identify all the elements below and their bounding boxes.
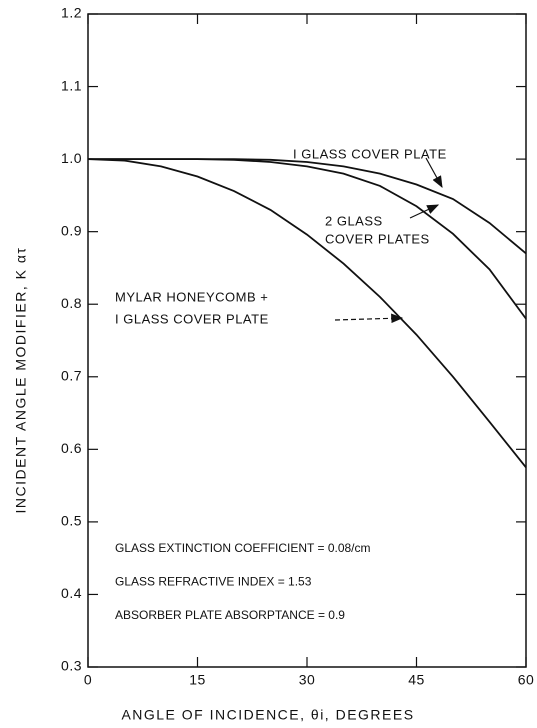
series-line <box>88 158 527 255</box>
arrow <box>334 313 404 324</box>
x-tick-label: 60 <box>518 672 535 688</box>
y-tick-label: 0.6 <box>61 440 82 456</box>
series-label: COVER PLATES <box>325 231 430 246</box>
y-tick-label: 0.8 <box>61 295 82 311</box>
note: ABSORBER PLATE ABSORPTANCE = 0.9 <box>115 608 345 622</box>
y-tick-label: 1.0 <box>61 150 82 166</box>
y-tick-label: 0.5 <box>61 513 82 529</box>
y-tick-label: 0.9 <box>61 222 82 238</box>
y-tick-label: 0.3 <box>61 658 82 674</box>
x-tick-label: 45 <box>408 672 425 688</box>
series-line <box>87 158 527 469</box>
series-line <box>88 158 527 320</box>
note: GLASS EXTINCTION COEFFICIENT = 0.08/cm <box>115 541 371 555</box>
series-label: 2 GLASS <box>325 213 383 228</box>
x-tick-label: 30 <box>299 672 316 688</box>
note: GLASS REFRACTIVE INDEX = 1.53 <box>115 575 312 589</box>
x-axis-label: ANGLE OF INCIDENCE, θi, DEGREES <box>121 707 414 723</box>
y-axis-label: INCIDENT ANGLE MODIFIER, K ατ <box>13 247 29 514</box>
plot-frame <box>87 13 527 668</box>
series-label: I GLASS COVER PLATE <box>115 311 269 326</box>
arrow <box>425 157 443 189</box>
x-tick-label: 0 <box>84 672 92 688</box>
x-tick-label: 15 <box>189 672 206 688</box>
series-label: I GLASS COVER PLATE <box>293 146 447 161</box>
series-label: MYLAR HONEYCOMB + <box>115 289 268 304</box>
y-tick-label: 1.1 <box>61 77 82 93</box>
y-tick-label: 0.7 <box>61 367 82 383</box>
y-tick-label: 1.2 <box>61 5 82 21</box>
y-tick-label: 0.4 <box>61 585 82 601</box>
